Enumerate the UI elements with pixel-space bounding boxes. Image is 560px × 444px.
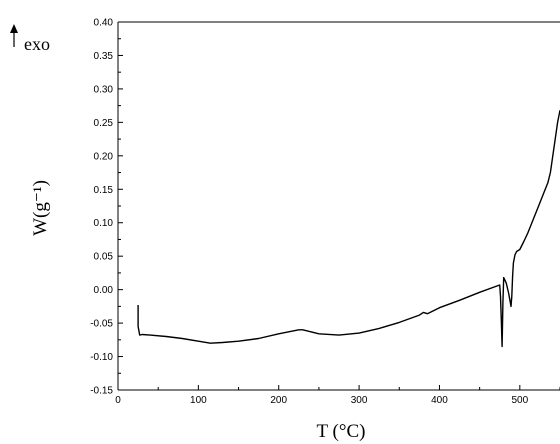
y-tick-label: 0.00 — [94, 285, 114, 296]
series-line-0 — [137, 110, 560, 348]
exo-label: exo — [24, 34, 50, 54]
y-tick-label: 0.15 — [94, 185, 114, 196]
x-axis-title: T (°C) — [317, 421, 366, 442]
y-tick-label: 0.35 — [94, 51, 114, 62]
y-tick-label: 0.25 — [94, 118, 114, 129]
y-tick-label: 0.10 — [94, 218, 114, 229]
x-tick-label: 0 — [115, 395, 121, 406]
y-tick-label: 0.05 — [94, 252, 114, 263]
y-tick-label: 0.40 — [94, 18, 114, 29]
exo-arrowhead-icon — [10, 24, 18, 33]
y-tick-label: -0.10 — [90, 352, 113, 363]
y-tick-label: -0.15 — [90, 386, 113, 397]
y-axis-title: W(g⁻¹) — [30, 180, 51, 236]
exo-annotation: exo — [10, 24, 50, 54]
ticks: -0.15 -0.10 -0.05 0.00 0.05 0.10 0.15 0.20 0.25 0… — [90, 18, 560, 406]
plot-area — [137, 110, 560, 348]
y-tick-label: 0.20 — [94, 151, 114, 162]
y-tick-label: -0.05 — [90, 319, 113, 330]
x-tick-label: 300 — [351, 395, 368, 406]
y-tick-label: 0.30 — [94, 84, 114, 95]
x-tick-label: 400 — [431, 395, 448, 406]
x-tick-label: 200 — [270, 395, 287, 406]
x-tick-label: 100 — [190, 395, 207, 406]
x-tick-label: 500 — [511, 395, 528, 406]
